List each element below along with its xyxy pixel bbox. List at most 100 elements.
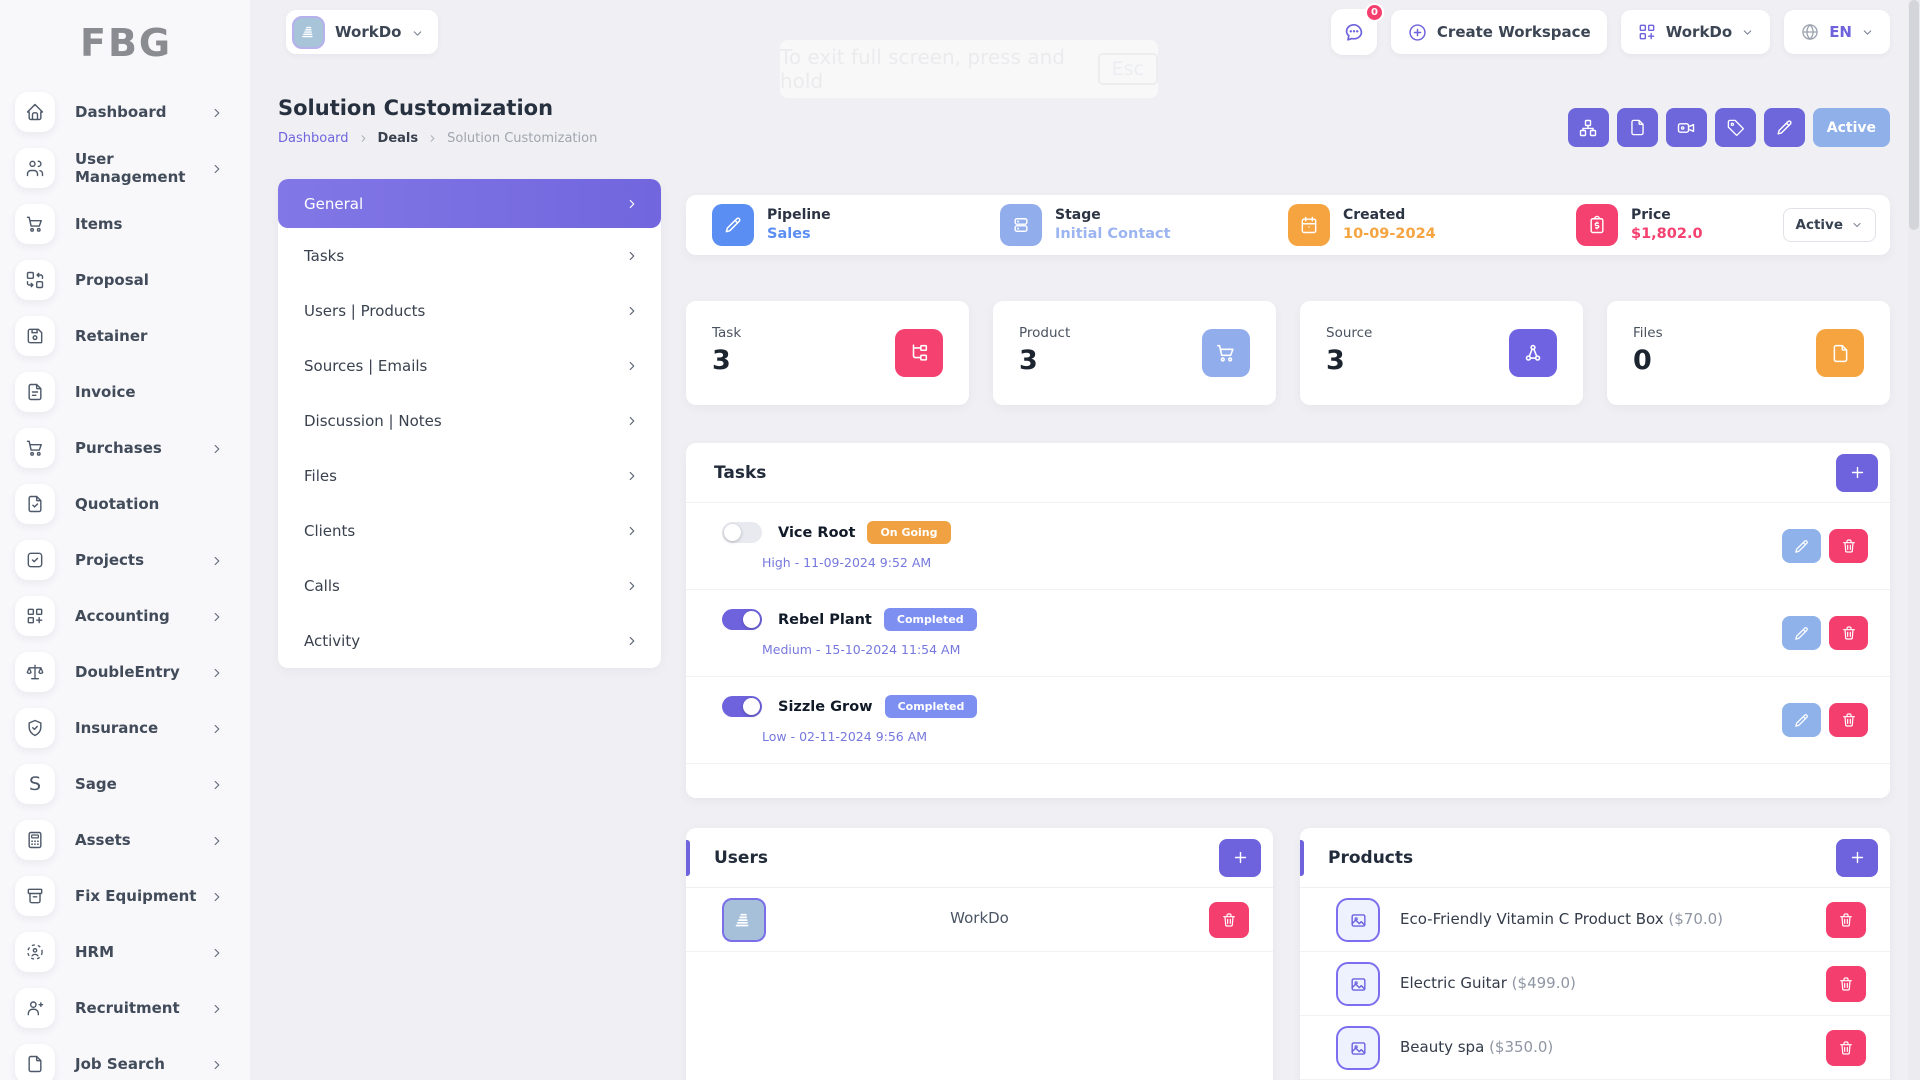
sidebar-item-accounting[interactable]: Accounting	[0, 588, 250, 644]
breadcrumb: Dashboard Deals Solution Customization	[278, 131, 1890, 146]
chat-icon	[1342, 20, 1366, 44]
workspace-switcher-button[interactable]: WorkDo	[1620, 10, 1771, 54]
delete-task-button[interactable]	[1829, 616, 1868, 650]
plus-icon	[1849, 849, 1866, 866]
chevron-right-icon	[625, 195, 639, 213]
add-task-button[interactable]	[1836, 453, 1878, 492]
sidebar-item-quotation[interactable]: Quotation	[0, 476, 250, 532]
user-avatar	[722, 898, 766, 942]
tasks-tree-icon	[895, 329, 943, 377]
deal-nav-general[interactable]: General	[278, 179, 661, 228]
edit-deal-button[interactable]	[1763, 108, 1805, 147]
task-complete-toggle[interactable]	[722, 609, 762, 630]
sidebar-item-insurance[interactable]: Insurance	[0, 700, 250, 756]
sidebar-item-recruitment[interactable]: Recruitment	[0, 980, 250, 1036]
tag-icon	[1726, 118, 1745, 137]
trash-icon	[1838, 912, 1854, 928]
meeting-button[interactable]	[1665, 108, 1707, 147]
task-complete-toggle[interactable]	[722, 522, 762, 543]
cart-icon	[15, 428, 55, 468]
language-selector[interactable]: EN	[1784, 10, 1890, 54]
files-button[interactable]	[1616, 108, 1658, 147]
chevron-right-icon	[625, 467, 639, 485]
deal-status-select[interactable]: Active	[1782, 208, 1876, 242]
sidebar-item-hrm[interactable]: HRM	[0, 924, 250, 980]
source-count: 3	[1326, 345, 1345, 376]
page-actions: Active	[1567, 108, 1890, 147]
sidebar-item-invoice[interactable]: Invoice	[0, 364, 250, 420]
calculator-icon	[15, 820, 55, 860]
plus-icon	[1232, 849, 1249, 866]
delete-task-button[interactable]	[1829, 529, 1868, 563]
cart-icon	[1202, 329, 1250, 377]
chevron-right-icon	[210, 999, 224, 1018]
breadcrumb-dashboard-link[interactable]: Dashboard	[278, 131, 349, 146]
product-thumbnail	[1336, 898, 1380, 942]
deal-nav-sources-emails[interactable]: Sources | Emails	[278, 338, 661, 393]
sidebar-item-dashboard[interactable]: Dashboard	[0, 84, 250, 140]
invoice-icon	[15, 372, 55, 412]
user-plus-icon	[15, 988, 55, 1028]
edit-task-button[interactable]	[1782, 616, 1821, 650]
trash-icon	[1838, 1040, 1854, 1056]
labels-button[interactable]	[1714, 108, 1756, 147]
sidebar-item-projects[interactable]: Projects	[0, 532, 250, 588]
delete-task-button[interactable]	[1829, 703, 1868, 737]
sidebar-item-sage[interactable]: S Sage	[0, 756, 250, 812]
share-nodes-icon	[1509, 329, 1557, 377]
plus-icon	[1849, 464, 1866, 481]
edit-task-button[interactable]	[1782, 703, 1821, 737]
sidebar-item-items[interactable]: Items	[0, 196, 250, 252]
fullscreen-toast: To exit full screen, press and hold Esc	[780, 40, 1158, 98]
remove-user-button[interactable]	[1209, 902, 1249, 938]
chevron-down-icon	[1851, 217, 1863, 233]
add-product-button[interactable]	[1836, 838, 1878, 877]
scrollbar-thumb[interactable]	[1909, 0, 1919, 230]
deal-nav-calls[interactable]: Calls	[278, 558, 661, 613]
add-user-button[interactable]	[1219, 838, 1261, 877]
sidebar-item-user-management[interactable]: User Management	[0, 140, 250, 196]
task-status-badge: Completed	[884, 695, 978, 718]
chevron-down-icon	[1741, 23, 1754, 41]
pipeline-view-button[interactable]	[1567, 108, 1609, 147]
sidebar-item-job-search[interactable]: Job Search	[0, 1036, 250, 1080]
esc-key: Esc	[1097, 53, 1158, 85]
create-workspace-button[interactable]: Create Workspace	[1390, 10, 1607, 54]
users-panel-header: Users	[686, 828, 1273, 888]
users-panel: Users WorkDo	[686, 828, 1273, 1080]
edit-task-button[interactable]	[1782, 529, 1821, 563]
remove-product-button[interactable]	[1826, 966, 1866, 1002]
archive-icon	[15, 876, 55, 916]
topbar-actions: 0 Create Workspace WorkDo EN	[1330, 3, 1890, 55]
sidebar-item-doubleentry[interactable]: DoubleEntry	[0, 644, 250, 700]
stats-row: Task 3 Product 3 Source 3 Files 0	[686, 301, 1890, 405]
sidebar-item-proposal[interactable]: Proposal	[0, 252, 250, 308]
plus-circle-icon	[1407, 22, 1428, 43]
deal-status-button[interactable]: Active	[1812, 108, 1890, 147]
deal-nav-discussion-notes[interactable]: Discussion | Notes	[278, 393, 661, 448]
chevron-right-icon	[625, 522, 639, 540]
deal-nav-users-products[interactable]: Users | Products	[278, 283, 661, 338]
page-scrollbar[interactable]	[1908, 0, 1920, 1080]
deal-nav-files[interactable]: Files	[278, 448, 661, 503]
notifications-button[interactable]: 0	[1330, 3, 1384, 55]
workspace-pill[interactable]: WorkDo	[286, 10, 439, 54]
sidebar-item-fix-equipment[interactable]: Fix Equipment	[0, 868, 250, 924]
deal-nav-clients[interactable]: Clients	[278, 503, 661, 558]
brand-logo[interactable]: FBG	[0, 0, 250, 76]
product-row: Beauty spa ($350.0)	[1300, 1016, 1890, 1080]
breadcrumb-current: Solution Customization	[447, 131, 598, 146]
deal-nav-activity[interactable]: Activity	[278, 613, 661, 668]
sidebar-item-retainer[interactable]: Retainer	[0, 308, 250, 364]
remove-product-button[interactable]	[1826, 902, 1866, 938]
products-panel-header: Products	[1300, 828, 1890, 888]
task-complete-toggle[interactable]	[722, 696, 762, 717]
deal-nav-tasks[interactable]: Tasks	[278, 228, 661, 283]
breadcrumb-deals-link[interactable]: Deals	[377, 131, 419, 146]
trash-icon	[1841, 712, 1857, 728]
sidebar-item-assets[interactable]: Assets	[0, 812, 250, 868]
chevron-right-icon	[625, 577, 639, 595]
remove-product-button[interactable]	[1826, 1030, 1866, 1066]
task-row: Vice Root On Going High - 11-09-2024 9:5…	[686, 503, 1890, 590]
sidebar-item-purchases[interactable]: Purchases	[0, 420, 250, 476]
